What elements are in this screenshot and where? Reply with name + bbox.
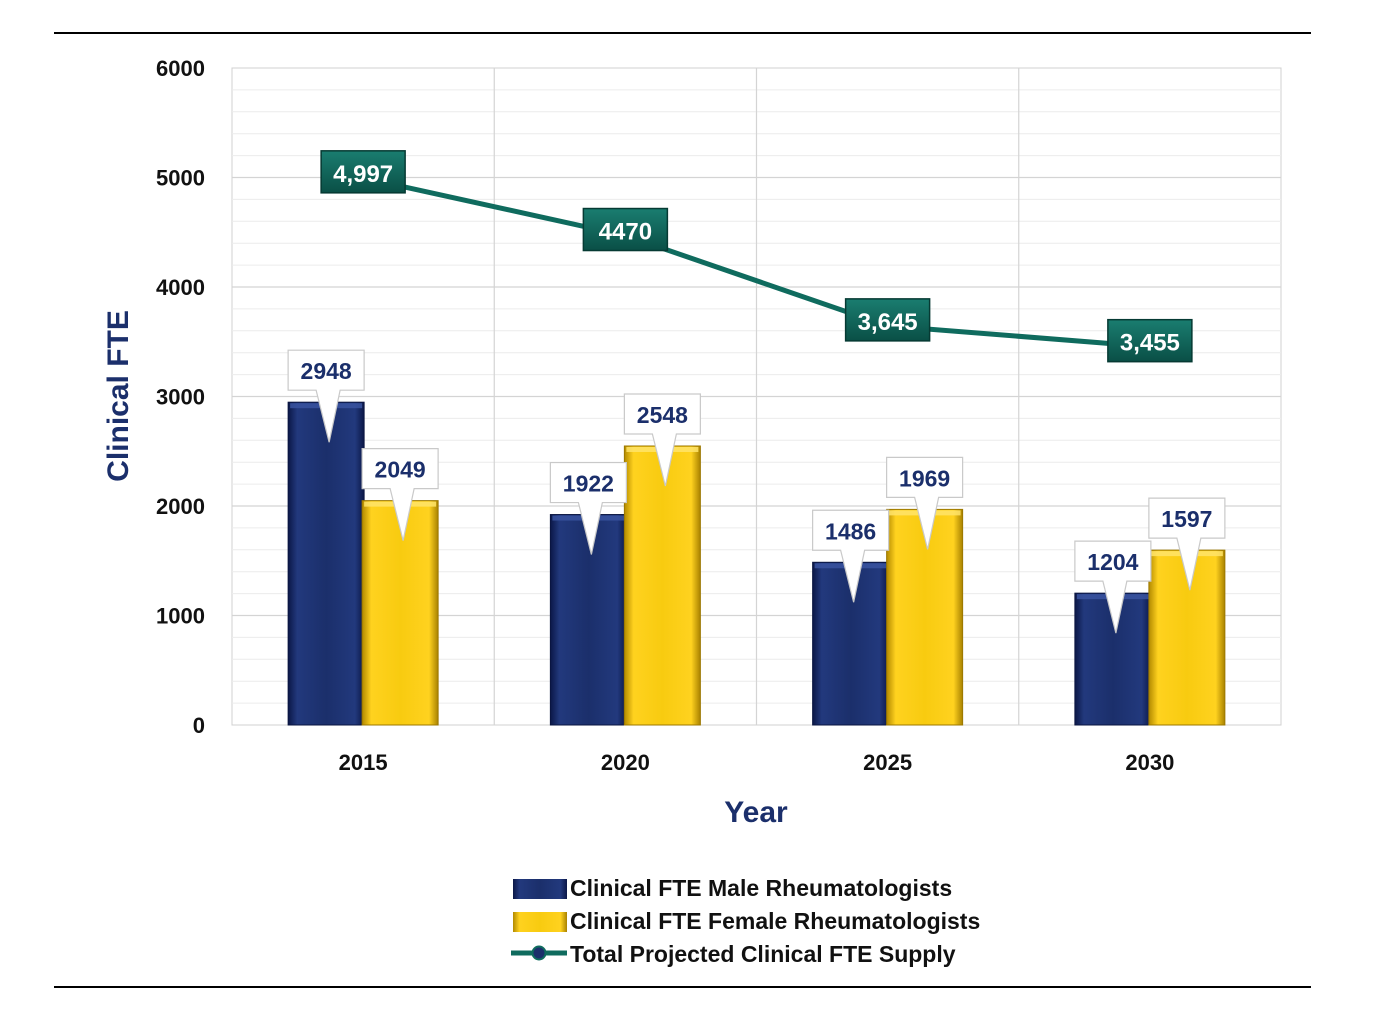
bar-female <box>361 500 439 726</box>
callout-box-male <box>812 509 890 603</box>
y-tick-label: 1000 <box>156 604 205 629</box>
callout-box-female <box>1148 497 1226 591</box>
x-tick-label: 2015 <box>339 750 388 775</box>
callout-label-female: 2548 <box>637 402 688 428</box>
y-tick-label: 2000 <box>156 494 205 519</box>
x-axis-title: Year <box>724 796 788 829</box>
y-tick-label: 6000 <box>156 56 205 81</box>
total-label-box <box>844 298 931 342</box>
total-label: 3,645 <box>858 309 918 336</box>
callout-box-female <box>886 456 964 550</box>
x-axis-ticks: 2015 2020 2025 2030 <box>339 750 1175 775</box>
legend: Clinical FTE Male Rheumatologists Clinic… <box>511 875 980 967</box>
callout-label-female: 2049 <box>375 457 426 483</box>
legend-item-female: Clinical FTE Female Rheumatologists <box>513 908 980 934</box>
legend-swatch-male <box>513 879 567 899</box>
bar-male <box>549 514 627 726</box>
total-label: 4,997 <box>333 161 393 188</box>
callout-label-male: 1204 <box>1087 549 1138 575</box>
total-line <box>362 175 1151 350</box>
y-tick-label: 0 <box>193 713 205 738</box>
legend-swatch-female <box>513 912 567 932</box>
legend-item-total: Total Projected Clinical FTE Supply <box>511 941 956 967</box>
bar-male <box>287 401 365 726</box>
y-tick-label: 4000 <box>156 275 205 300</box>
total-label-box <box>1107 318 1193 363</box>
legend-label-female: Clinical FTE Female Rheumatologists <box>570 908 980 934</box>
callout-label-male: 1486 <box>825 518 876 544</box>
x-tick-label: 2030 <box>1125 750 1174 775</box>
callout-box-male <box>1074 540 1152 634</box>
total-label: 3,455 <box>1120 330 1180 357</box>
y-tick-label: 5000 <box>156 166 205 191</box>
y-axis-title: Clinical FTE <box>102 310 135 482</box>
x-tick-label: 2020 <box>601 750 650 775</box>
callout-label-male: 1922 <box>563 471 614 497</box>
callout-box-male <box>549 461 627 555</box>
legend-marker-total <box>531 945 547 961</box>
bar-female <box>886 508 964 726</box>
bar-female <box>623 445 701 726</box>
total-label-box <box>320 150 406 194</box>
total-label-box <box>582 207 669 252</box>
callout-box-female <box>623 393 701 487</box>
legend-label-total: Total Projected Clinical FTE Supply <box>570 941 956 967</box>
total-series-line <box>362 175 1151 350</box>
callout-box-male <box>287 349 365 443</box>
legend-label-male: Clinical FTE Male Rheumatologists <box>570 875 952 901</box>
legend-item-male: Clinical FTE Male Rheumatologists <box>513 875 952 901</box>
x-tick-label: 2025 <box>863 750 912 775</box>
y-axis-ticks: 0 1000 2000 3000 4000 5000 6000 <box>156 56 205 738</box>
bars <box>287 401 1226 726</box>
callout-label-female: 1597 <box>1161 506 1212 532</box>
callout-label-female: 1969 <box>899 465 950 491</box>
total-label: 4470 <box>599 219 652 246</box>
bar-callouts: 2948 1922 1486 1204 2049 2548 1969 1597 <box>287 349 1226 634</box>
total-labels: 4,997 4470 3,645 3,455 <box>320 150 1193 363</box>
callout-box-female <box>361 448 439 541</box>
callout-label-male: 2948 <box>301 358 352 384</box>
y-tick-label: 3000 <box>156 385 205 410</box>
